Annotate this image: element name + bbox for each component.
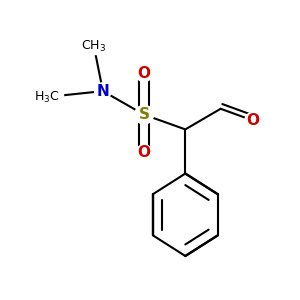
Text: H$_3$C: H$_3$C [34, 89, 60, 104]
Text: S: S [139, 107, 150, 122]
Circle shape [135, 105, 154, 124]
Text: CH$_3$: CH$_3$ [82, 39, 106, 55]
Text: O: O [138, 66, 151, 81]
Circle shape [136, 145, 152, 161]
Text: O: O [247, 113, 260, 128]
Text: N: N [97, 84, 109, 99]
FancyBboxPatch shape [31, 90, 63, 104]
Circle shape [136, 65, 152, 82]
Text: O: O [138, 146, 151, 160]
Circle shape [245, 112, 261, 129]
Circle shape [94, 83, 111, 99]
FancyBboxPatch shape [78, 40, 110, 54]
